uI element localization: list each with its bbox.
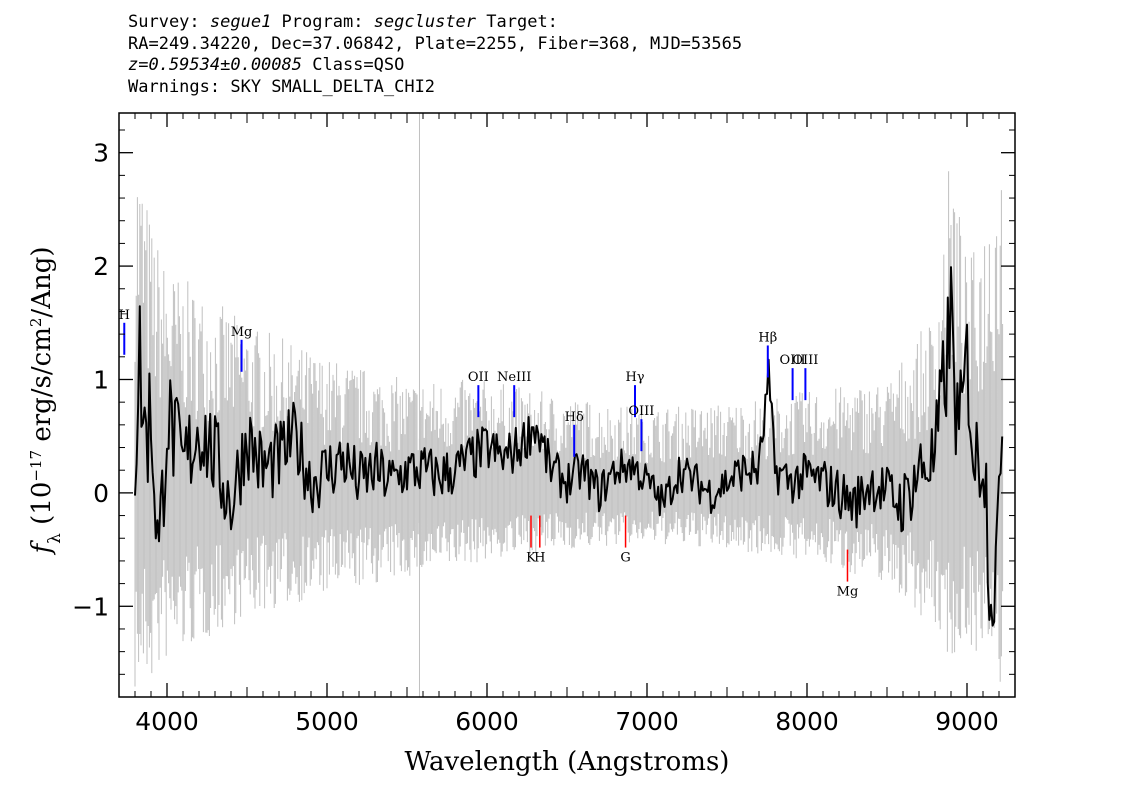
y-axis-title: fλ (10−17 erg/s/cm2/Ang) [27, 247, 65, 556]
emission-line-label: Hβ [758, 330, 777, 345]
y-axis-title-part: λ [45, 533, 65, 544]
absorption-line-label: Mg [837, 585, 859, 600]
x-tick-label: 6000 [455, 707, 519, 736]
header-redshift-line: z=0.59534±0.00085 Class=QSO [128, 55, 742, 77]
header-warnings-line: Warnings: SKY SMALL_DELTA_CHI2 [128, 76, 436, 97]
axis-ticks: 4000 5000 6000 7000 8000 9000 −1 0 1 2 3 [72, 113, 1016, 736]
y-tick-label: 3 [93, 139, 109, 168]
y-axis-title-part: −17 [27, 450, 45, 482]
emission-line-label: H [119, 308, 130, 323]
x-tick-label: 5000 [295, 707, 359, 736]
emission-line-label: NeIII [497, 370, 531, 385]
plot-frame [118, 112, 1016, 698]
emission-line-label: OIII [628, 404, 654, 419]
y-axis-title-part: erg/s/cm [27, 327, 57, 450]
spectrum-header: Survey: segue1 Program: segcluster Targe… [128, 12, 742, 98]
emission-line-label: OII [468, 370, 489, 385]
y-tick-label: 2 [93, 252, 109, 281]
y-axis-title-part: (10 [27, 482, 57, 534]
program-value: segcluster [373, 12, 477, 32]
absorption-line-label: G [620, 551, 630, 566]
y-axis-title-part: 2 [27, 318, 45, 328]
emission-line-label: Mg [231, 325, 253, 340]
x-tick-label: 9000 [935, 707, 999, 736]
header-coordinates-line: RA=249.34220, Dec=37.06842, Plate=2255, … [128, 33, 743, 54]
class-value: Class=QSO [302, 55, 405, 75]
x-tick-label: 8000 [775, 707, 839, 736]
y-tick-label: 0 [93, 479, 109, 508]
emission-line-label: Hδ [565, 410, 584, 425]
emission-line-label: OIII [780, 353, 806, 368]
survey-value: segue1 [209, 12, 272, 32]
x-axis-title: Wavelength (Angstroms) [405, 747, 730, 777]
target-label: Target: [476, 12, 558, 32]
program-label: Program: [271, 12, 374, 32]
x-tick-label: 7000 [615, 707, 679, 736]
y-axis-title-part: /Ang) [27, 247, 57, 318]
emission-line-label: Hγ [625, 370, 644, 385]
redshift-value: z=0.59534±0.00085 [128, 55, 302, 75]
absorption-line-label: H [534, 551, 545, 566]
absorption-line-label: K [526, 551, 536, 566]
emission-line-label: OIII [792, 353, 818, 368]
error-band [134, 171, 1004, 687]
survey-label: Survey: [128, 12, 210, 32]
y-tick-label: −1 [72, 592, 109, 621]
x-tick-label: 4000 [135, 707, 199, 736]
plot-area [134, 113, 1004, 697]
header-survey-line: Survey: segue1 Program: segcluster Targe… [128, 12, 742, 34]
y-tick-label: 1 [93, 365, 109, 394]
flux-line [134, 266, 1004, 627]
